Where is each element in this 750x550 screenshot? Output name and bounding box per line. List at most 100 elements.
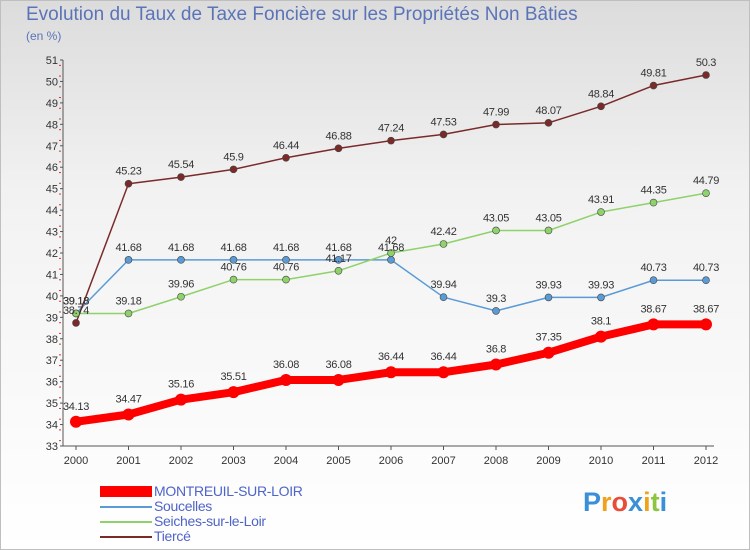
y-tick-label: 41 bbox=[46, 269, 58, 281]
data-point bbox=[492, 307, 500, 315]
legend-label: Tiercé bbox=[154, 528, 191, 544]
data-point bbox=[492, 226, 500, 235]
data-label: 50.3 bbox=[696, 57, 716, 69]
data-label: 39.18 bbox=[63, 295, 89, 307]
data-point bbox=[282, 153, 290, 162]
data-label: 36.08 bbox=[273, 359, 299, 371]
y-tick-label: 39 bbox=[46, 312, 58, 324]
legend-swatch bbox=[100, 486, 152, 497]
data-label: 40.76 bbox=[220, 262, 246, 274]
logo-letter: o bbox=[611, 487, 629, 517]
legend-label: Soucelles bbox=[154, 498, 213, 514]
data-label: 45.54 bbox=[168, 159, 194, 171]
data-point bbox=[332, 373, 345, 386]
data-label: 41.68 bbox=[325, 242, 351, 254]
data-label: 47.53 bbox=[430, 116, 456, 128]
data-point bbox=[387, 249, 395, 257]
data-point bbox=[597, 208, 605, 216]
data-point bbox=[227, 386, 240, 399]
logo-letter: x bbox=[628, 487, 644, 517]
data-point bbox=[280, 373, 292, 386]
data-label: 39.18 bbox=[115, 295, 141, 307]
x-tick-label: 2007 bbox=[431, 455, 455, 467]
data-label: 39.18 bbox=[63, 295, 89, 307]
data-label: 41.68 bbox=[115, 242, 141, 254]
data-label: 37.35 bbox=[535, 332, 561, 344]
data-point bbox=[544, 226, 553, 235]
chart-data-labels: 34.13 34.47 35.16 35.51 36.08 36.08 36.44 36.44… bbox=[63, 57, 720, 413]
data-label: 35.16 bbox=[168, 379, 194, 391]
data-point bbox=[229, 275, 238, 284]
x-tick-label: 2002 bbox=[169, 455, 193, 467]
x-tick-label: 2001 bbox=[116, 455, 140, 467]
data-label: 42.42 bbox=[430, 226, 456, 238]
chart-legend: MONTREUIL-SUR-LOIR Soucelles Seiches-sur-l… bbox=[100, 484, 303, 544]
data-label: 40.73 bbox=[693, 262, 719, 274]
x-tick-label: 2005 bbox=[326, 455, 350, 467]
data-point bbox=[177, 292, 185, 301]
data-label: 45.9 bbox=[223, 151, 243, 163]
legend-item: Tiercé bbox=[100, 529, 303, 544]
legend-swatch bbox=[100, 535, 152, 538]
legend-swatch bbox=[100, 520, 152, 523]
data-point bbox=[649, 81, 658, 90]
x-tick-label: 2000 bbox=[64, 455, 88, 467]
chart-subtitle: (en %) bbox=[26, 29, 62, 43]
data-label: 45.23 bbox=[115, 166, 141, 178]
data-point bbox=[702, 276, 710, 285]
data-point bbox=[334, 266, 343, 275]
data-label: 39.93 bbox=[535, 279, 561, 291]
data-point bbox=[229, 165, 238, 174]
data-label: 41.17 bbox=[325, 253, 351, 265]
data-label: 38.1 bbox=[591, 316, 611, 328]
data-point bbox=[649, 276, 658, 285]
data-point bbox=[490, 358, 502, 371]
y-tick-label: 42 bbox=[46, 248, 58, 260]
data-label: 42 bbox=[385, 235, 397, 247]
data-point bbox=[702, 71, 710, 79]
chart-axes: 33 34 35 36 37 38 39 40 41 42 43 44 45 46 47 48 49 50 51 20… bbox=[46, 55, 718, 467]
data-label: 40.76 bbox=[273, 262, 299, 274]
data-point bbox=[439, 130, 448, 139]
data-label: 46.88 bbox=[325, 130, 351, 142]
data-point bbox=[122, 408, 135, 421]
legend-label: MONTREUIL-SUR-LOIR bbox=[154, 483, 303, 499]
data-point bbox=[437, 366, 450, 379]
legend-label: Seiches-sur-le-Loir bbox=[154, 513, 266, 529]
data-point bbox=[175, 393, 187, 406]
legend-item: Soucelles bbox=[100, 499, 303, 514]
data-label: 48.84 bbox=[588, 88, 614, 100]
data-point bbox=[542, 346, 555, 359]
data-label: 41.68 bbox=[220, 242, 246, 254]
data-label: 41.68 bbox=[273, 242, 299, 254]
data-label: 34.47 bbox=[115, 393, 141, 405]
legend-item: MONTREUIL-SUR-LOIR bbox=[100, 484, 303, 499]
logo-letter: P bbox=[583, 487, 602, 517]
data-label: 36.08 bbox=[325, 359, 351, 371]
y-tick-label: 48 bbox=[46, 119, 58, 131]
data-point bbox=[595, 330, 607, 343]
data-label: 44.35 bbox=[640, 185, 666, 197]
data-point bbox=[439, 240, 448, 248]
y-tick-label: 44 bbox=[46, 205, 58, 217]
data-point bbox=[334, 144, 343, 153]
chart-points bbox=[70, 71, 712, 428]
data-label: 43.05 bbox=[483, 212, 509, 224]
x-tick-label: 2008 bbox=[484, 455, 508, 467]
data-label: 46.44 bbox=[273, 140, 299, 152]
data-label: 44.79 bbox=[693, 175, 719, 187]
data-point bbox=[387, 256, 395, 264]
legend-item: Seiches-sur-le-Loir bbox=[100, 514, 303, 529]
y-tick-label: 34 bbox=[46, 420, 58, 432]
x-tick-label: 2011 bbox=[642, 455, 666, 467]
y-tick-label: 36 bbox=[46, 377, 58, 389]
y-tick-label: 47 bbox=[46, 141, 58, 153]
data-label: 39.94 bbox=[430, 279, 456, 291]
y-tick-label: 46 bbox=[46, 162, 58, 174]
data-label: 41.68 bbox=[378, 242, 404, 254]
data-point bbox=[177, 173, 185, 181]
data-point bbox=[124, 256, 133, 264]
data-point bbox=[597, 293, 605, 302]
data-point bbox=[72, 309, 80, 318]
